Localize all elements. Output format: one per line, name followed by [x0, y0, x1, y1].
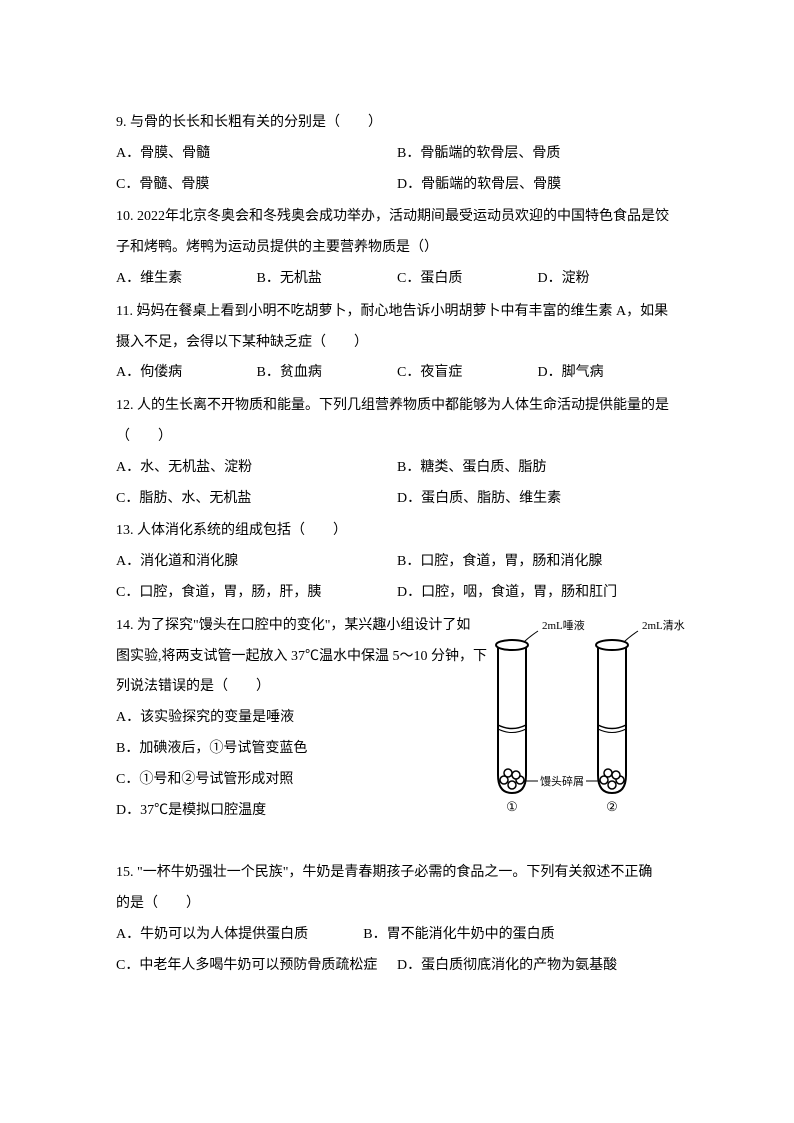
q14-option-b: B．加碘液后，①号试管变蓝色	[116, 734, 470, 765]
question-11: 11. 妈妈在餐桌上看到小明不吃胡萝卜，耐心地告诉小明胡萝卜中有丰富的维生素 A…	[116, 297, 678, 389]
q15-stem2: 的是（ ）	[116, 889, 678, 920]
question-14: 14. 为了探究"馒头在口腔中的变化"，某兴趣小组设计了如 图实验,将两支试管一…	[116, 611, 678, 827]
q9-options-row1: A．骨膜、骨髓 B．骨骺端的软骨层、骨质	[116, 139, 678, 170]
q10-stem2: 子和烤鸭。烤鸭为运动员提供的主要营养物质是（）	[116, 233, 678, 264]
q13-option-c: C．口腔，食道，胃，肠，肝，胰	[116, 578, 397, 609]
q14-text-block: 14. 为了探究"馒头在口腔中的变化"，某兴趣小组设计了如 图实验,将两支试管一…	[116, 611, 470, 827]
tube-1-label: ①	[506, 799, 518, 814]
q15-option-c: C．中老年人多喝牛奶可以预防骨质疏松症	[116, 951, 397, 982]
q15-option-a: A．牛奶可以为人体提供蛋白质	[116, 920, 363, 951]
q15-options-row1: A．牛奶可以为人体提供蛋白质 B．胃不能消化牛奶中的蛋白质	[116, 920, 678, 951]
q13-option-b: B．口腔，食道，胃，肠和消化腺	[397, 547, 678, 578]
q12-option-c: C．脂肪、水、无机盐	[116, 484, 397, 515]
q9-stem: 9. 与骨的长长和长粗有关的分别是（ ）	[116, 108, 678, 139]
question-15: 15. "一杯牛奶强壮一个民族"，牛奶是青春期孩子必需的食品之一。下列有关叙述不…	[116, 858, 678, 981]
q14-stem3: 列说法错误的是（ ）	[116, 672, 470, 703]
q14-option-a: A．该实验探究的变量是唾液	[116, 703, 470, 734]
q9-options-row2: C．骨髓、骨膜 D．骨骺端的软骨层、骨膜	[116, 170, 678, 201]
q12-options-row1: A．水、无机盐、淀粉 B．糖类、蛋白质、脂肪	[116, 453, 678, 484]
test-tube-1	[496, 640, 528, 793]
q10-option-c: C．蛋白质	[397, 264, 538, 295]
q11-option-a: A．佝偻病	[116, 358, 257, 389]
question-12: 12. 人的生长离不开物质和能量。下列几组营养物质中都能够为人体生命活动提供能量…	[116, 391, 678, 514]
q10-option-d: D．淀粉	[538, 264, 679, 295]
label-crumbs: 馒头碎屑	[540, 774, 584, 788]
q13-options-row1: A．消化道和消化腺 B．口腔，食道，胃，肠和消化腺	[116, 547, 678, 578]
spacer	[116, 828, 678, 858]
q11-option-c: C．夜盲症	[397, 358, 538, 389]
q14-option-d: D．37℃是模拟口腔温度	[116, 796, 470, 827]
q12-option-d: D．蛋白质、脂肪、维生素	[397, 484, 678, 515]
tube-2-label: ②	[606, 799, 618, 814]
q11-option-b: B．贫血病	[257, 358, 398, 389]
q13-option-a: A．消化道和消化腺	[116, 547, 397, 578]
q14-option-c: C．①号和②号试管形成对照	[116, 765, 470, 796]
q11-options: A．佝偻病 B．贫血病 C．夜盲症 D．脚气病	[116, 358, 678, 389]
q10-options: A．维生素 B．无机盐 C．蛋白质 D．淀粉	[116, 264, 678, 295]
q13-options-row2: C．口腔，食道，胃，肠，肝，胰 D．口腔，咽，食道，胃，肠和肛门	[116, 578, 678, 609]
q10-stem: 10. 2022年北京冬奥会和冬残奥会成功举办，活动期间最受运动员欢迎的中国特色…	[116, 202, 678, 233]
q12-options-row2: C．脂肪、水、无机盐 D．蛋白质、脂肪、维生素	[116, 484, 678, 515]
q14-stem2: 图实验,将两支试管一起放入 37℃温水中保温 5～10 分钟，下	[116, 642, 470, 673]
q15-options-row2: C．中老年人多喝牛奶可以预防骨质疏松症 D．蛋白质彻底消化的产物为氨基酸	[116, 951, 678, 982]
label-water: 2mL清水	[642, 619, 685, 632]
question-10: 10. 2022年北京冬奥会和冬残奥会成功举办，活动期间最受运动员欢迎的中国特色…	[116, 202, 678, 294]
q9-option-c: C．骨髓、骨膜	[116, 170, 397, 201]
question-13: 13. 人体消化系统的组成包括（ ） A．消化道和消化腺 B．口腔，食道，胃，肠…	[116, 516, 678, 608]
q9-option-d: D．骨骺端的软骨层、骨膜	[397, 170, 678, 201]
q13-stem: 13. 人体消化系统的组成包括（ ）	[116, 516, 678, 547]
q13-option-d: D．口腔，咽，食道，胃，肠和肛门	[397, 578, 678, 609]
test-tube-diagram: 2mL唾液 2mL清水 ①	[480, 615, 698, 815]
q12-stem: 12. 人的生长离不开物质和能量。下列几组营养物质中都能够为人体生命活动提供能量…	[116, 391, 678, 422]
test-tube-2	[596, 640, 628, 793]
q11-option-d: D．脚气病	[538, 358, 679, 389]
question-9: 9. 与骨的长长和长粗有关的分别是（ ） A．骨膜、骨髓 B．骨骺端的软骨层、骨…	[116, 108, 678, 200]
q11-stem: 11. 妈妈在餐桌上看到小明不吃胡萝卜，耐心地告诉小明胡萝卜中有丰富的维生素 A…	[116, 297, 678, 328]
q12-option-b: B．糖类、蛋白质、脂肪	[397, 453, 678, 484]
q9-option-b: B．骨骺端的软骨层、骨质	[397, 139, 678, 170]
q9-option-a: A．骨膜、骨髓	[116, 139, 397, 170]
q10-option-b: B．无机盐	[257, 264, 398, 295]
q12-option-a: A．水、无机盐、淀粉	[116, 453, 397, 484]
q12-stem2: （ ）	[116, 422, 678, 453]
q15-option-b: B．胃不能消化牛奶中的蛋白质	[363, 920, 678, 951]
label-saliva: 2mL唾液	[542, 618, 585, 632]
q14-stem1: 14. 为了探究"馒头在口腔中的变化"，某兴趣小组设计了如	[116, 611, 470, 642]
q15-option-d: D．蛋白质彻底消化的产物为氨基酸	[397, 951, 678, 982]
q15-stem: 15. "一杯牛奶强壮一个民族"，牛奶是青春期孩子必需的食品之一。下列有关叙述不…	[116, 858, 678, 889]
q10-option-a: A．维生素	[116, 264, 257, 295]
q11-stem2: 摄入不足，会得以下某种缺乏症（ ）	[116, 328, 678, 359]
